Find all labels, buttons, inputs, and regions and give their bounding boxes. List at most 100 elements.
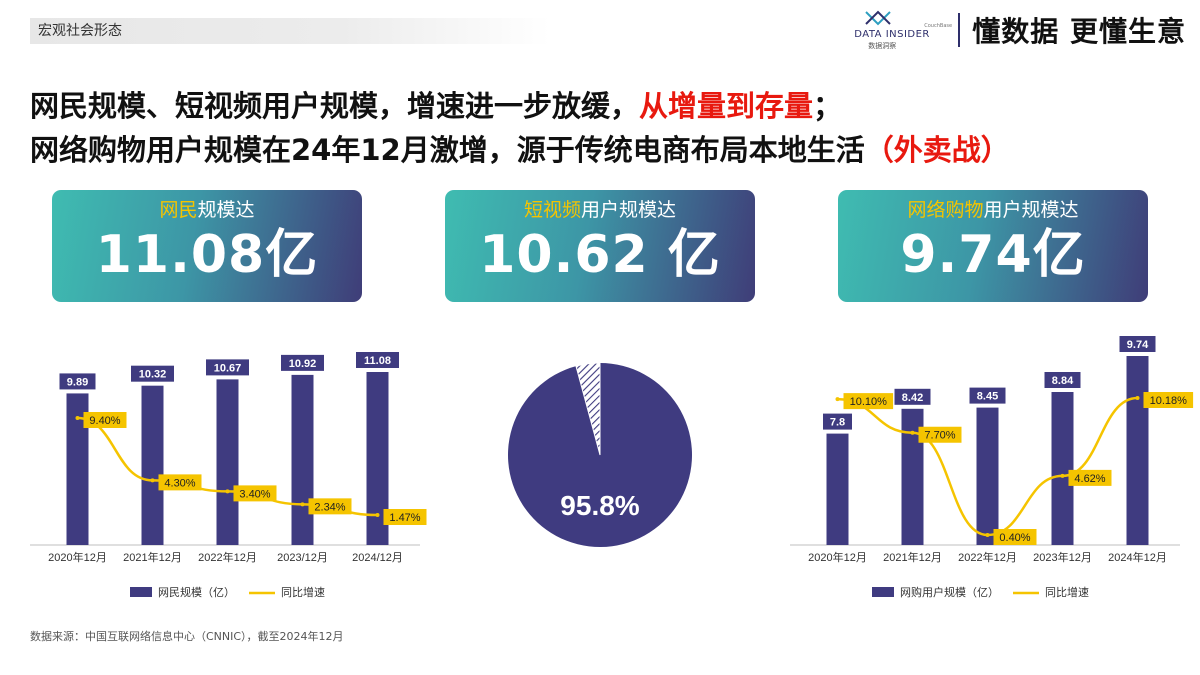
brand-slogan: 懂数据 更懂生意: [972, 15, 1186, 48]
brand-mark-icon: [865, 10, 891, 26]
growth-label-bg: [383, 509, 427, 525]
brand-name-cn: 数据洞察: [868, 42, 897, 50]
bar: [141, 385, 164, 545]
bar-value-label: 8.45: [977, 391, 998, 403]
x-tick-label: 2022年12月: [958, 550, 1017, 564]
kpi-label-highlight: 网民: [159, 199, 198, 221]
growth-point: [910, 430, 915, 435]
data-source-note: 数据来源：中国互联网络信息中心（CNNIC），截至2024年12月: [30, 630, 344, 643]
brand-name: DATA INSIDER: [854, 29, 930, 40]
growth-point: [985, 533, 990, 537]
kpi-label-rest: 规模达: [197, 199, 255, 221]
bar-value-label-bg: [206, 359, 249, 376]
netizen-combo-chart: 9.89 2020年12月 10.32 2021年12月 10.67 2022年12月 10…: [30, 352, 427, 599]
growth-point: [1135, 396, 1140, 400]
kpi-card-short-video: 短视频用户规模达 10.62 亿: [445, 190, 755, 302]
growth-label-bg: [83, 412, 127, 428]
bar-value-label-bg: [1044, 372, 1081, 388]
bar: [291, 374, 314, 545]
x-tick-label: 2023/12月: [277, 552, 328, 564]
brand-logo: DATA INSIDER 数据洞察 CouchBase: [854, 10, 952, 50]
bar-value-label: 9.74: [1127, 339, 1149, 351]
growth-label-bg: [918, 426, 962, 443]
growth-label: 4.30%: [164, 477, 195, 489]
x-tick-label: 2024年12月: [1108, 550, 1167, 564]
kpi-label: 网络购物用户规模达: [838, 198, 1148, 222]
kpi-label: 短视频用户规模达: [445, 198, 755, 222]
legend-label-line: 同比增速: [281, 585, 325, 599]
kpi-label-rest: 用户规模达: [581, 199, 677, 221]
legend-label-bar: 网民规模（亿）: [158, 585, 235, 599]
section-tag: 宏观社会形态: [30, 18, 550, 44]
kpi-value: 9.74亿: [900, 225, 1086, 285]
headline-line-2-text: 网络购物用户规模在24年12月激增，源于传统电商布局本地生活: [30, 133, 865, 167]
kpi-label-highlight: 网络购物: [907, 199, 984, 221]
growth-point: [375, 513, 380, 517]
bar: [901, 408, 924, 545]
growth-label-bg: [843, 393, 894, 410]
bar: [1051, 392, 1074, 545]
x-tick-label: 2023年12月: [1033, 550, 1092, 564]
legend-swatch-bar: [872, 587, 894, 597]
headline-line-2: 网络购物用户规模在24年12月激增，源于传统电商布局本地生活（外卖战）: [30, 128, 1190, 172]
headline-line-1-highlight: 从增量到存量: [639, 89, 814, 123]
growth-label: 7.70%: [924, 430, 955, 442]
growth-label-bg: [233, 485, 277, 502]
growth-label-bg: [993, 529, 1037, 545]
brand: DATA INSIDER 数据洞察 CouchBase 懂数据 更懂生意: [854, 8, 1186, 52]
growth-label-bg: [1068, 469, 1112, 486]
bar: [976, 407, 999, 545]
growth-point: [835, 397, 840, 402]
bar-value-label-bg: [356, 352, 399, 368]
bar-value-label: 10.92: [289, 358, 317, 370]
x-tick-label: 2020年12月: [808, 550, 867, 564]
page-title: 网民规模、短视频用户规模，增速进一步放缓，从增量到存量； 网络购物用户规模在24…: [30, 84, 1190, 172]
bar: [366, 372, 389, 545]
growth-label-bg: [308, 498, 352, 515]
online-shopping-combo-chart: 7.8 2020年12月 8.42 2021年12月 8.45 2022年12月 8.84 2…: [790, 336, 1194, 599]
kpi-label: 网民规模达: [52, 198, 362, 222]
bar-value-label-bg: [281, 354, 324, 371]
growth-label: 3.40%: [239, 488, 270, 500]
kpi-value: 11.08亿: [95, 225, 319, 285]
x-tick-label: 2021年12月: [123, 550, 182, 564]
x-tick-label: 2024/12月: [352, 552, 403, 564]
growth-point: [75, 416, 80, 420]
bar-value-label: 10.32: [139, 369, 167, 381]
bar-value-label: 7.8: [830, 417, 845, 429]
kpi-label-highlight: 短视频: [523, 199, 581, 221]
headline-line-1-end: ；: [813, 89, 843, 123]
bar-value-label-bg: [131, 365, 174, 382]
growth-label: 4.62%: [1074, 473, 1105, 485]
growth-label: 0.40%: [999, 532, 1030, 544]
growth-label: 10.18%: [1150, 395, 1188, 407]
growth-label-bg: [158, 474, 202, 491]
x-tick-label: 2021年12月: [883, 550, 942, 564]
x-tick-label: 2020年12月: [48, 550, 107, 564]
bar-value-label-bg: [969, 387, 1006, 404]
short-video-pie-chart: 95.8%: [508, 362, 692, 547]
growth-point: [225, 489, 230, 494]
bar-value-label: 10.67: [214, 362, 242, 374]
growth-point: [150, 478, 155, 483]
kpi-card-online-shopping: 网络购物用户规模达 9.74亿: [838, 190, 1148, 302]
bar: [66, 393, 89, 545]
legend-label-bar: 网购用户规模（亿）: [900, 585, 999, 599]
pie-value-label: 95.8%: [560, 490, 639, 521]
legend-swatch-bar: [130, 587, 152, 597]
brand-divider: [958, 13, 961, 47]
legend-label-line: 同比增速: [1045, 585, 1089, 599]
growth-point: [300, 502, 305, 507]
bar-value-label-bg: [1119, 336, 1156, 352]
growth-label: 10.10%: [850, 396, 888, 408]
bar-value-label: 8.42: [902, 392, 923, 404]
bar-value-label-bg: [894, 388, 931, 405]
kpi-label-rest: 用户规模达: [983, 199, 1079, 221]
brand-company: CouchBase: [924, 23, 953, 29]
pie-slice: [575, 362, 601, 456]
bar-value-label-bg: [59, 373, 96, 390]
bar-value-label: 8.84: [1052, 375, 1074, 387]
kpi-value: 10.62 亿: [479, 225, 721, 285]
bar-value-label: 11.08: [364, 355, 391, 367]
bar-value-label-bg: [823, 413, 852, 430]
